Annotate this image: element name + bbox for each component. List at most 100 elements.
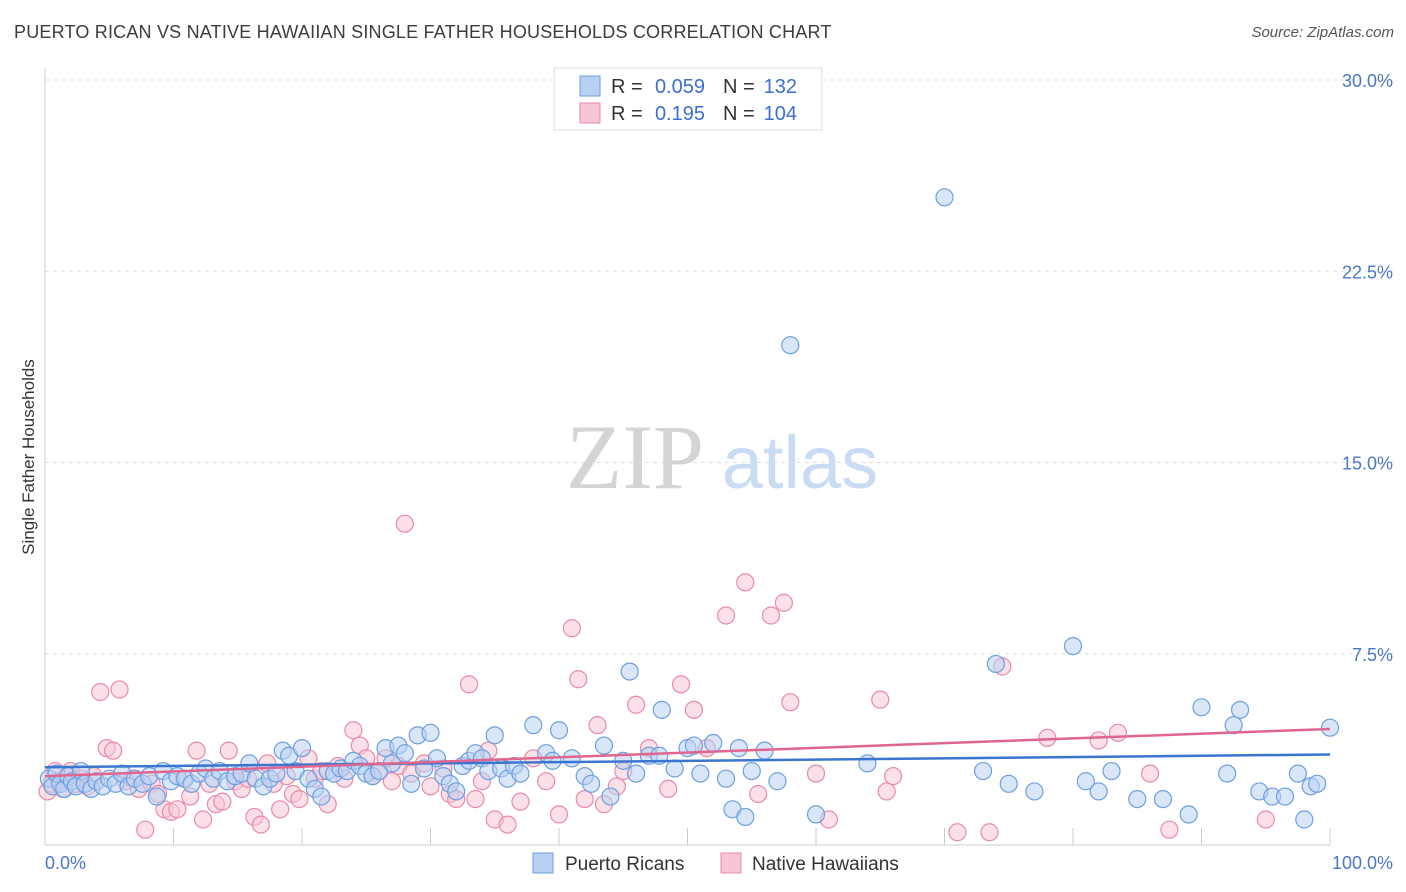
data-point bbox=[704, 733, 723, 753]
data-point bbox=[382, 772, 402, 791]
data-point bbox=[871, 690, 890, 709]
data-point bbox=[193, 810, 213, 829]
data-point bbox=[1025, 782, 1044, 801]
data-point bbox=[562, 749, 581, 768]
legend-n-label: N = bbox=[723, 76, 755, 98]
bottom-legend-swatch bbox=[720, 852, 742, 874]
data-point bbox=[136, 820, 155, 839]
data-point bbox=[312, 787, 331, 806]
data-point bbox=[716, 769, 736, 788]
legend-r-value: 0.195 bbox=[655, 103, 705, 125]
data-point bbox=[671, 675, 691, 694]
data-point bbox=[806, 764, 826, 783]
data-point bbox=[620, 662, 639, 681]
data-point bbox=[110, 680, 129, 699]
y-tick-label: 22.5% bbox=[1342, 262, 1393, 282]
data-point bbox=[549, 805, 569, 824]
data-point bbox=[402, 774, 421, 793]
legend-swatch bbox=[579, 102, 601, 124]
legend-n-value: 132 bbox=[764, 76, 797, 98]
data-point bbox=[781, 693, 800, 712]
y-axis-label: Single Father Households bbox=[19, 359, 38, 555]
data-point bbox=[1089, 782, 1108, 801]
data-point bbox=[665, 759, 684, 778]
data-point bbox=[104, 741, 123, 760]
legend-n-value: 104 bbox=[764, 103, 797, 125]
watermark-atlas: atlas bbox=[722, 421, 878, 504]
data-point bbox=[147, 787, 166, 806]
data-point bbox=[806, 805, 826, 824]
data-point bbox=[749, 784, 768, 804]
data-point bbox=[292, 738, 312, 758]
data-point bbox=[344, 721, 363, 740]
y-tick-label: 15.0% bbox=[1342, 454, 1393, 474]
data-point bbox=[421, 723, 440, 742]
data-point bbox=[213, 792, 232, 811]
bottom-legend: Puerto Ricans Native Hawaiians bbox=[532, 852, 899, 875]
data-point bbox=[219, 741, 238, 760]
legend-n-label: N = bbox=[723, 103, 755, 125]
data-point bbox=[1128, 789, 1147, 809]
data-point bbox=[562, 619, 581, 638]
data-point bbox=[1275, 787, 1295, 806]
bottom-legend-swatch bbox=[532, 852, 554, 874]
data-point bbox=[485, 726, 504, 745]
data-point bbox=[1295, 810, 1314, 829]
data-point bbox=[948, 823, 967, 842]
data-point bbox=[569, 670, 588, 689]
data-point bbox=[395, 744, 414, 763]
data-point bbox=[1230, 700, 1250, 719]
data-point bbox=[187, 741, 206, 760]
data-point bbox=[251, 815, 270, 834]
data-point bbox=[652, 700, 671, 719]
data-point bbox=[691, 764, 710, 783]
data-point bbox=[736, 807, 755, 827]
source-credit: Source: ZipAtlas.com bbox=[1251, 24, 1394, 41]
data-point bbox=[659, 779, 678, 799]
data-point bbox=[271, 800, 290, 819]
data-point bbox=[588, 716, 607, 735]
data-point bbox=[1288, 764, 1307, 783]
legend-r-label: R = bbox=[611, 103, 643, 125]
data-point bbox=[1102, 761, 1121, 781]
data-point bbox=[742, 761, 761, 781]
data-point bbox=[290, 789, 309, 809]
chart-title: PUERTO RICAN VS NATIVE HAWAIIAN SINGLE F… bbox=[14, 22, 832, 42]
data-point bbox=[877, 782, 896, 801]
data-point bbox=[511, 764, 530, 783]
data-point bbox=[543, 751, 562, 770]
legend-r-value: 0.059 bbox=[655, 76, 705, 98]
bottom-legend-label: Puerto Ricans bbox=[565, 854, 684, 875]
data-point bbox=[716, 606, 736, 625]
data-point bbox=[582, 774, 601, 793]
data-point bbox=[935, 188, 954, 207]
grid-lines bbox=[45, 79, 1393, 655]
data-point bbox=[575, 789, 594, 809]
data-point bbox=[549, 721, 569, 740]
data-point bbox=[883, 767, 903, 786]
data-point bbox=[594, 736, 614, 755]
data-point bbox=[498, 815, 517, 834]
data-point bbox=[781, 336, 800, 355]
data-point bbox=[729, 738, 749, 758]
data-point bbox=[626, 695, 646, 714]
data-point bbox=[986, 654, 1006, 674]
data-point bbox=[1218, 764, 1237, 783]
trend-line bbox=[44, 727, 1331, 778]
data-point bbox=[1308, 774, 1327, 793]
data-point bbox=[524, 716, 543, 735]
data-point bbox=[858, 754, 877, 773]
y-tick-label: 30.0% bbox=[1342, 71, 1393, 91]
bottom-legend-label: Native Hawaiians bbox=[752, 854, 899, 875]
trend-line bbox=[44, 753, 1331, 769]
data-point bbox=[1089, 731, 1108, 750]
legend-swatch bbox=[579, 75, 601, 97]
data-point bbox=[537, 772, 556, 791]
tick-labels: 7.5% 15.0% 22.5% 30.0% 0.0% 100.0% bbox=[45, 71, 1393, 873]
x-tick-label: 100.0% bbox=[1332, 853, 1393, 873]
data-point bbox=[1153, 789, 1173, 809]
data-point bbox=[168, 800, 187, 819]
watermark: ZIP atlas bbox=[566, 406, 878, 508]
data-point bbox=[466, 789, 485, 809]
